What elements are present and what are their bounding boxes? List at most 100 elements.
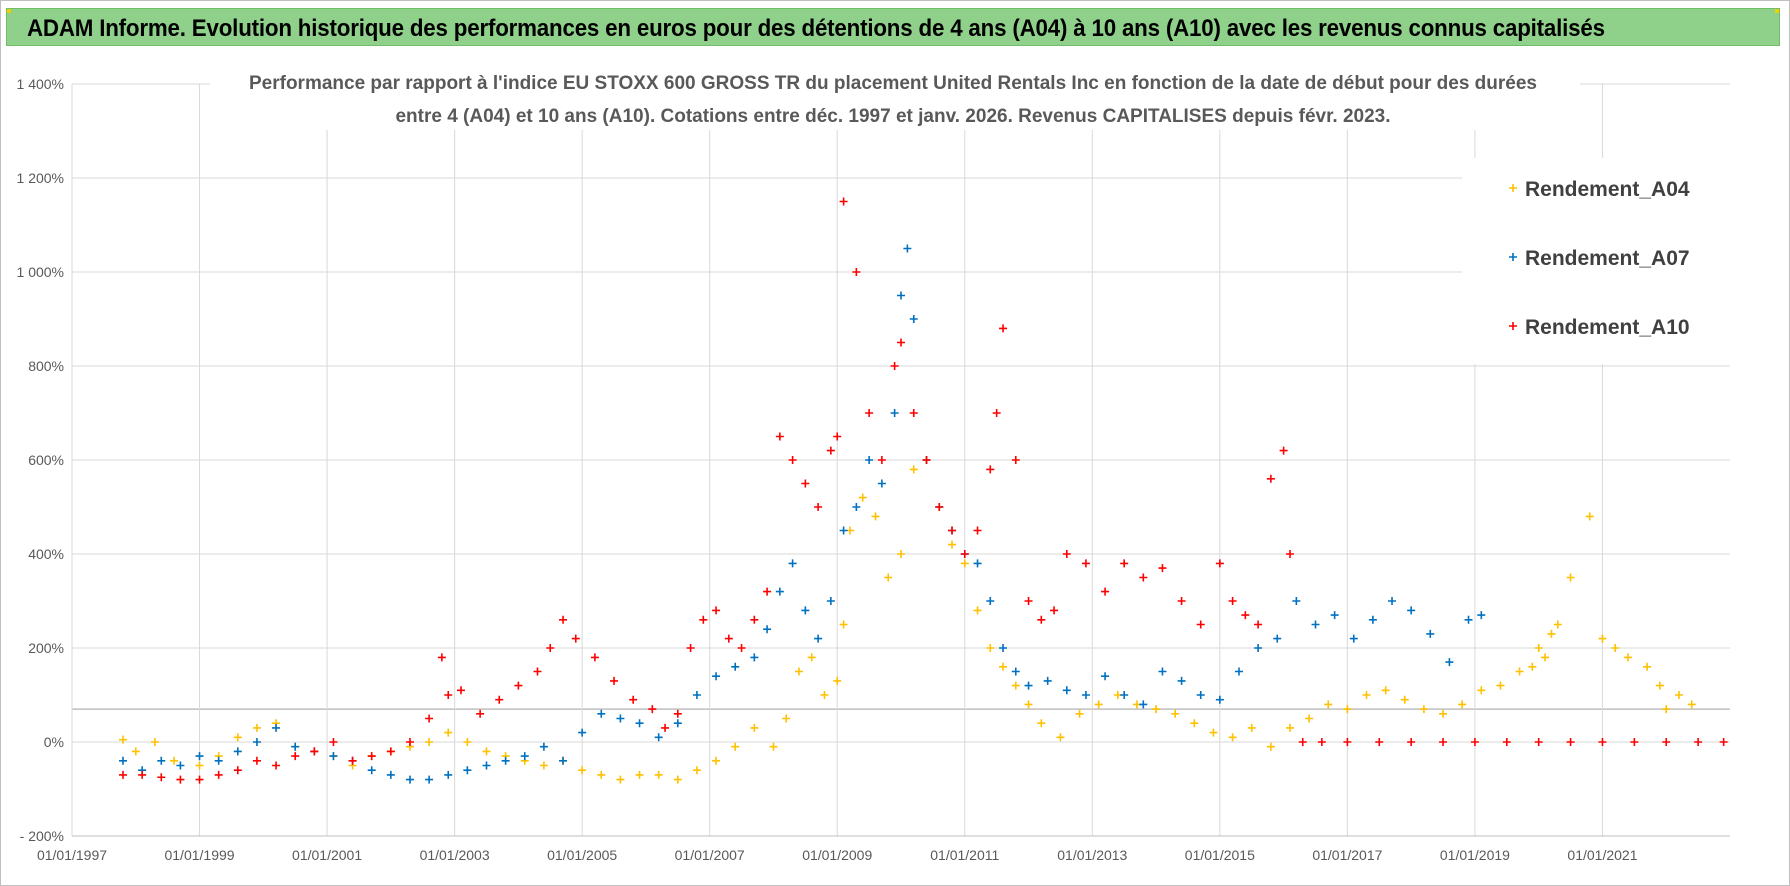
data-point — [1534, 738, 1543, 746]
data-point — [597, 709, 606, 718]
data-point — [1324, 700, 1333, 709]
data-point — [1266, 474, 1275, 483]
x-tick-label: 01/01/2007 — [675, 847, 745, 863]
data-point — [272, 761, 281, 770]
data-point — [1470, 738, 1479, 746]
data-point — [986, 597, 995, 605]
data-point — [960, 550, 969, 558]
data-point — [348, 756, 357, 765]
data-point — [1445, 658, 1454, 667]
data-point — [909, 315, 918, 323]
data-point — [833, 432, 842, 441]
data-point — [476, 709, 485, 718]
data-point — [616, 714, 625, 723]
y-axis-ticks: - 200% 0% 200% 400% 600% 800% 1 000% 1 200% 1 40… — [17, 76, 64, 844]
data-point — [1502, 738, 1511, 746]
data-point — [1228, 597, 1237, 605]
data-point — [1541, 653, 1550, 662]
data-point — [1292, 597, 1301, 605]
data-point — [1674, 691, 1683, 699]
data-point — [1075, 709, 1084, 718]
data-point — [233, 733, 242, 742]
data-point — [514, 681, 523, 690]
data-point — [871, 512, 880, 521]
data-point — [1196, 691, 1205, 699]
data-point — [782, 714, 791, 723]
data-point — [1662, 738, 1671, 746]
data-point — [157, 756, 166, 765]
y-tick-label: 400% — [28, 546, 64, 562]
data-point — [763, 587, 772, 596]
data-point — [1241, 611, 1250, 620]
data-point — [1139, 700, 1148, 709]
data-point — [1094, 700, 1103, 709]
y-tick-label: 1 200% — [17, 170, 64, 186]
data-point — [839, 526, 848, 535]
data-point — [1458, 700, 1467, 709]
data-point — [788, 559, 797, 568]
data-point — [571, 634, 580, 643]
data-point — [712, 672, 721, 681]
data-point — [731, 662, 740, 671]
data-point — [1553, 620, 1562, 629]
legend-label: Rendement_A07 — [1525, 247, 1690, 270]
data-point — [463, 738, 472, 746]
data-point — [909, 465, 918, 474]
data-point — [648, 705, 657, 714]
data-point — [1011, 667, 1020, 676]
data-point — [1037, 719, 1046, 728]
data-point — [1585, 512, 1594, 521]
data-point — [814, 503, 823, 511]
chart-subtitle-line1: Performance par rapport à l'indice EU ST… — [249, 73, 1537, 94]
data-point — [1101, 672, 1110, 681]
data-point — [272, 723, 281, 732]
data-point — [195, 761, 204, 770]
data-point — [1515, 667, 1524, 676]
data-point — [425, 714, 434, 723]
data-point — [999, 644, 1008, 652]
data-point — [1305, 714, 1314, 723]
banner-corner-left — [7, 9, 11, 13]
data-point — [909, 409, 918, 417]
data-point — [1177, 597, 1186, 605]
data-point — [673, 709, 682, 718]
data-point — [1528, 662, 1537, 671]
data-point — [1062, 550, 1071, 558]
banner-title: ADAM Informe. Evolution historique des p… — [27, 15, 1605, 42]
series-Rendement_A07 — [119, 244, 1486, 784]
data-point — [960, 559, 969, 568]
legend-box — [1462, 158, 1730, 364]
data-point — [692, 691, 701, 699]
x-axis-ticks: 01/01/1997 01/01/1999 01/01/2001 01/01/2003… — [37, 847, 1638, 863]
data-point — [214, 770, 223, 779]
data-point — [1662, 705, 1671, 714]
data-point — [119, 735, 128, 744]
data-point — [712, 756, 721, 765]
data-point — [1439, 738, 1448, 746]
y-tick-label: 600% — [28, 452, 64, 468]
report-banner: ADAM Informe. Evolution historique des p… — [6, 8, 1780, 46]
data-point — [1534, 644, 1543, 652]
x-tick-label: 01/01/2019 — [1440, 847, 1510, 863]
data-point — [1611, 644, 1620, 652]
data-point — [1081, 559, 1090, 568]
data-point — [1566, 738, 1575, 746]
data-point — [252, 756, 261, 765]
x-tick-label: 01/01/2011 — [930, 847, 999, 863]
data-point — [157, 773, 166, 782]
data-point — [1081, 691, 1090, 699]
data-point — [1687, 700, 1696, 709]
data-point — [590, 653, 599, 662]
data-point — [1598, 738, 1607, 746]
data-point — [1566, 573, 1575, 582]
data-point — [852, 268, 861, 276]
data-point — [839, 620, 848, 629]
series-Rendement_A04 — [119, 456, 1696, 784]
data-point — [750, 653, 759, 662]
data-point — [425, 775, 434, 784]
data-point — [1694, 738, 1703, 746]
data-point — [1419, 705, 1428, 714]
data-point — [329, 738, 338, 746]
data-point — [616, 775, 625, 784]
data-point — [405, 738, 414, 746]
